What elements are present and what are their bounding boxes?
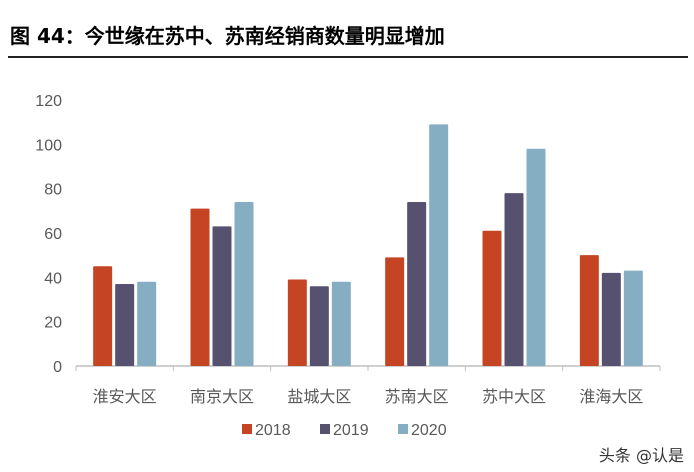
y-tick-label: 40	[44, 270, 62, 287]
y-tick-label: 0	[53, 359, 62, 376]
y-tick-label: 100	[35, 137, 62, 154]
bar-2018	[579, 255, 599, 366]
y-tick-label: 120	[35, 93, 62, 110]
legend-swatch-2020	[398, 424, 408, 434]
legend-swatch-2019	[320, 424, 330, 434]
legend-label: 2020	[411, 422, 447, 439]
bar-2018	[385, 257, 405, 366]
y-tick-label: 60	[44, 226, 62, 243]
bar-2020	[623, 270, 643, 366]
bar-2019	[504, 193, 524, 366]
legend-label: 2019	[333, 422, 369, 439]
bar-2020	[526, 148, 546, 366]
bar-2020	[234, 201, 254, 366]
x-tick-label: 苏中大区	[482, 387, 546, 406]
x-tick-label: 淮海大区	[579, 387, 643, 406]
x-tick-label: 苏南大区	[385, 387, 449, 406]
bar-2019	[212, 226, 232, 366]
bar-2020	[137, 281, 157, 366]
x-tick-label: 南京大区	[190, 387, 254, 406]
legend-swatch-2018	[242, 424, 252, 434]
bar-2018	[190, 208, 210, 366]
bar-2019	[601, 272, 621, 366]
bar-2020	[331, 281, 351, 366]
x-tick-label: 淮安大区	[93, 387, 157, 406]
title-divider	[8, 56, 688, 58]
watermark: 头条 @认是	[598, 446, 684, 465]
bar-2018	[93, 266, 113, 366]
legend-label: 2018	[255, 422, 291, 439]
figure-title: 图 44：今世缘在苏中、苏南经销商数量明显增加	[10, 24, 445, 48]
bar-2019	[115, 283, 135, 366]
y-tick-label: 80	[44, 182, 62, 199]
y-tick-label: 20	[44, 315, 62, 332]
x-tick-label: 盐城大区	[287, 387, 351, 406]
bar-2018	[482, 230, 502, 366]
bar-2019	[407, 201, 427, 366]
bar-2018	[287, 279, 307, 366]
bar-2019	[309, 286, 329, 366]
bar-2020	[429, 124, 449, 366]
